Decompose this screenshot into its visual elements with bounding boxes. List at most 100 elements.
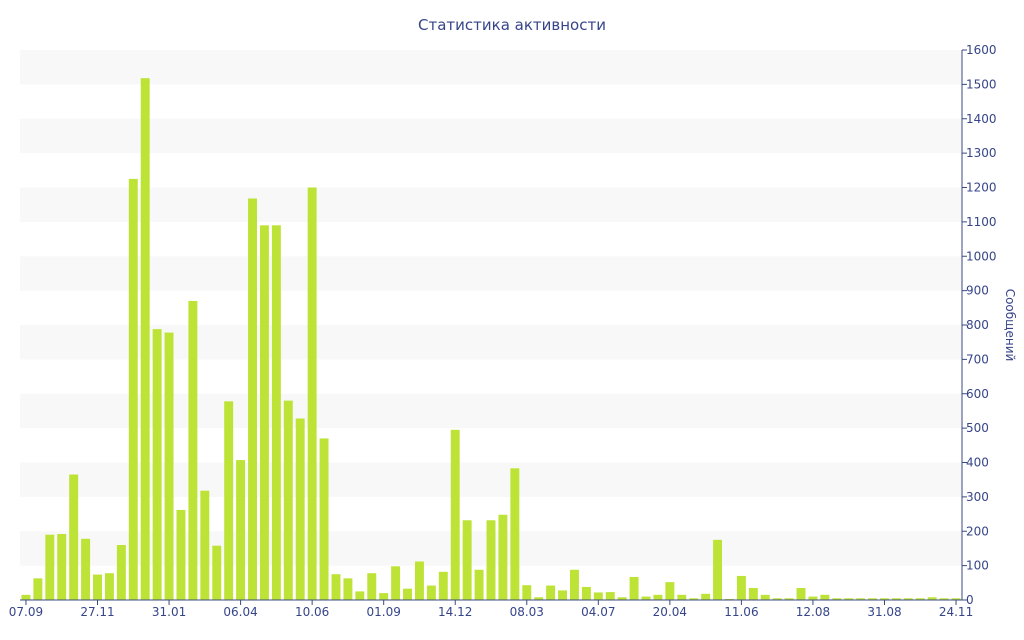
bar[interactable]: [391, 566, 401, 600]
bar[interactable]: [903, 598, 913, 600]
bar[interactable]: [701, 593, 711, 600]
bar[interactable]: [856, 598, 866, 600]
x-axis: 07.09 27.11 31.01 06.04 10.06 01.09 14.12 08.03…: [9, 599, 973, 619]
y-tick-label: 1000: [966, 249, 997, 263]
bar[interactable]: [176, 509, 186, 600]
bar[interactable]: [868, 598, 878, 600]
bar[interactable]: [784, 598, 794, 600]
bar[interactable]: [319, 438, 329, 600]
grid-band: [20, 118, 962, 154]
bar[interactable]: [403, 588, 412, 600]
bar[interactable]: [736, 575, 746, 600]
bar[interactable]: [140, 78, 150, 600]
bar[interactable]: [283, 400, 293, 601]
x-tick-label: 10.06: [295, 605, 329, 619]
x-tick-label: 24.11: [939, 605, 973, 619]
y-tick-label: 100: [966, 559, 989, 573]
bar[interactable]: [653, 594, 663, 600]
bar[interactable]: [259, 225, 269, 600]
bar[interactable]: [546, 585, 556, 600]
y-tick-label: 1200: [966, 181, 997, 195]
y-tick-label: 0: [966, 593, 974, 607]
bar[interactable]: [522, 585, 532, 600]
bar[interactable]: [271, 225, 281, 600]
y-tick-label: 400: [966, 456, 989, 470]
y-tick-label: 1300: [966, 146, 997, 160]
bar[interactable]: [951, 598, 961, 600]
bar[interactable]: [367, 573, 377, 600]
x-tick-label: 01.09: [367, 605, 401, 619]
bar[interactable]: [236, 460, 246, 600]
bar[interactable]: [581, 586, 591, 600]
bar[interactable]: [450, 429, 460, 600]
y-tick-label: 300: [966, 490, 989, 504]
bar[interactable]: [57, 534, 67, 600]
bar[interactable]: [558, 590, 568, 601]
bar[interactable]: [629, 576, 639, 600]
bar[interactable]: [331, 574, 341, 600]
chart-title: Статистика активности: [418, 16, 606, 34]
bar[interactable]: [152, 329, 162, 601]
bar[interactable]: [677, 594, 687, 600]
bar[interactable]: [248, 198, 257, 601]
bar[interactable]: [939, 598, 949, 600]
bar[interactable]: [689, 598, 699, 600]
bar[interactable]: [725, 598, 734, 600]
bar[interactable]: [379, 593, 389, 601]
y-tick-label: 800: [966, 318, 989, 332]
bar[interactable]: [713, 539, 723, 600]
bar[interactable]: [164, 332, 174, 600]
bar[interactable]: [307, 187, 317, 601]
bar[interactable]: [224, 401, 234, 600]
bar[interactable]: [820, 594, 830, 600]
bar[interactable]: [355, 591, 365, 600]
bar[interactable]: [665, 582, 675, 601]
grid-band: [20, 256, 962, 291]
bar[interactable]: [21, 594, 31, 600]
bar[interactable]: [832, 598, 842, 600]
grid-band: [20, 50, 962, 85]
bar[interactable]: [188, 300, 198, 600]
bar[interactable]: [438, 571, 448, 600]
bar[interactable]: [45, 534, 55, 600]
bar[interactable]: [128, 178, 138, 600]
bar[interactable]: [486, 520, 496, 600]
bar[interactable]: [593, 592, 603, 600]
bar[interactable]: [295, 418, 305, 601]
bar[interactable]: [81, 538, 91, 600]
x-tick-label: 31.08: [867, 605, 901, 619]
bar[interactable]: [104, 573, 114, 600]
bar[interactable]: [462, 520, 472, 600]
bar[interactable]: [414, 561, 424, 601]
bar[interactable]: [844, 598, 854, 600]
bar[interactable]: [641, 596, 651, 600]
bar[interactable]: [772, 598, 782, 600]
bar[interactable]: [808, 596, 818, 600]
bar[interactable]: [33, 578, 43, 600]
bar-series: [21, 78, 961, 601]
bar[interactable]: [605, 592, 615, 600]
bar[interactable]: [200, 490, 210, 600]
bar[interactable]: [796, 587, 806, 600]
bar[interactable]: [116, 545, 126, 600]
bar[interactable]: [343, 578, 353, 600]
bar[interactable]: [617, 597, 627, 600]
y-tick-label: 900: [966, 284, 989, 298]
bar[interactable]: [748, 587, 758, 600]
bar[interactable]: [510, 468, 520, 600]
bar[interactable]: [474, 569, 484, 600]
bar[interactable]: [880, 598, 889, 600]
bar[interactable]: [891, 598, 901, 600]
bar[interactable]: [927, 597, 937, 600]
bar[interactable]: [212, 545, 222, 600]
bar[interactable]: [534, 597, 544, 600]
bar[interactable]: [69, 474, 79, 600]
bar[interactable]: [760, 594, 770, 600]
bar[interactable]: [570, 569, 579, 600]
grid-band: [20, 462, 962, 497]
x-tick-label: 12.08: [796, 605, 830, 619]
bar[interactable]: [93, 574, 102, 600]
bar[interactable]: [426, 585, 436, 600]
bar[interactable]: [915, 598, 925, 600]
bar[interactable]: [498, 514, 508, 600]
